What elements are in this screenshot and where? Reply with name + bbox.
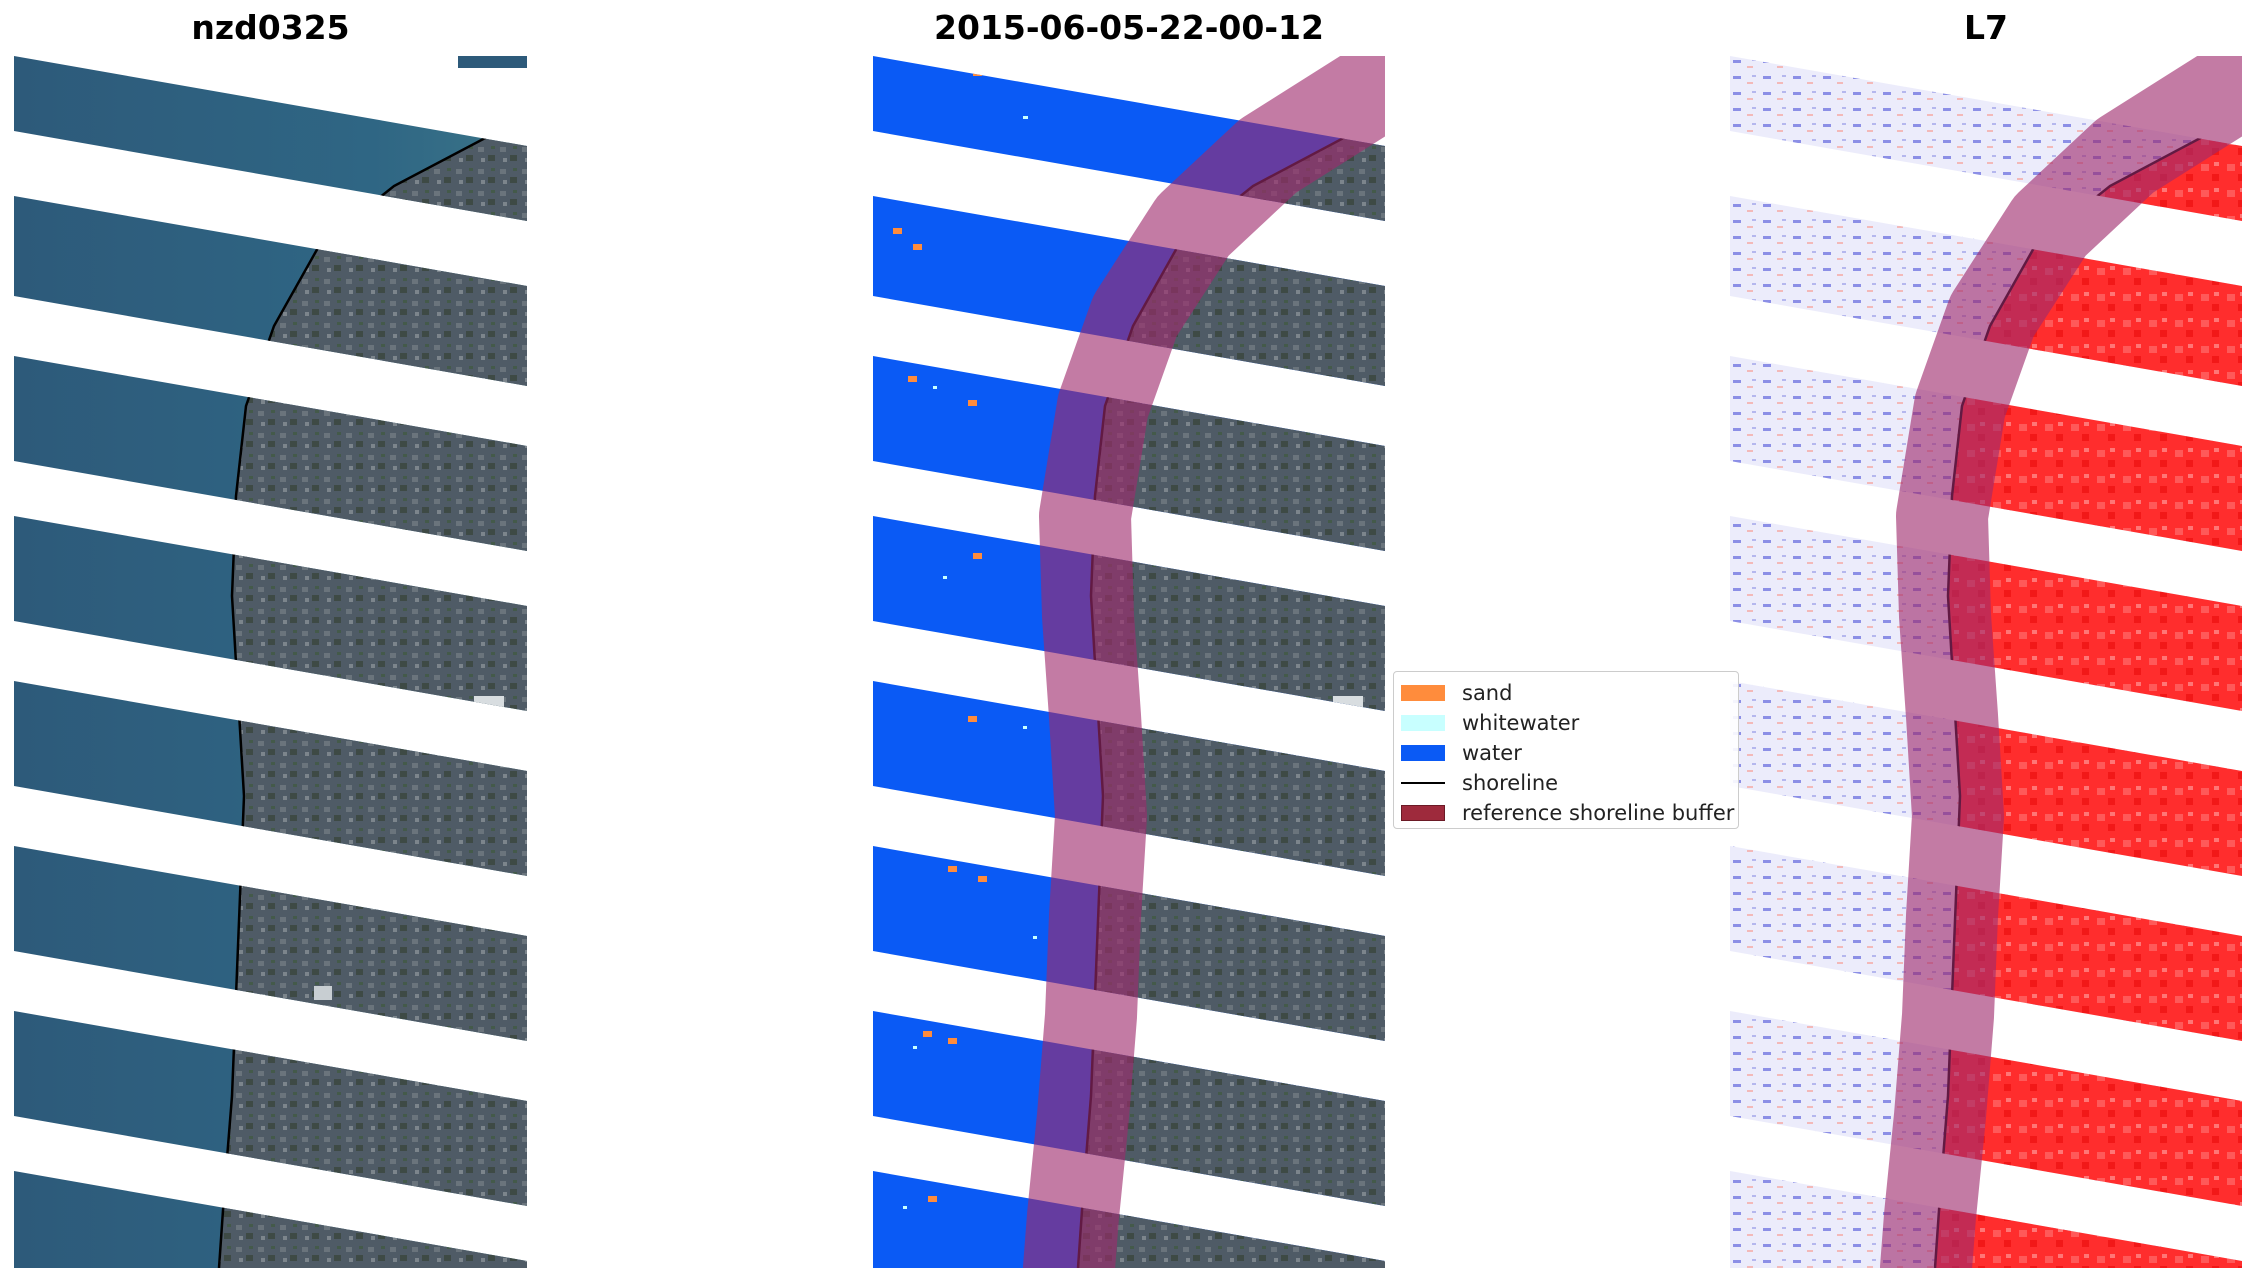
panel-title-classified: 2015-06-05-22-00-12 xyxy=(934,8,1324,47)
legend-label: sand xyxy=(1462,681,1513,705)
legend-label: shoreline xyxy=(1462,771,1559,795)
legend-swatch-sand xyxy=(1401,685,1445,701)
legend-swatch-water xyxy=(1401,745,1445,761)
legend-label: whitewater xyxy=(1462,711,1580,735)
legend-swatch-buffer xyxy=(1401,805,1445,821)
rgb-image xyxy=(14,56,527,1268)
reference-shoreline-buffer xyxy=(1023,56,1385,1268)
mndwi-image-panel xyxy=(1730,56,2242,1268)
classified-image xyxy=(873,56,1385,1268)
legend-label: water xyxy=(1462,741,1522,765)
rgb-image-panel xyxy=(14,56,527,1268)
legend: sand whitewater water shoreline referenc… xyxy=(1393,671,1739,829)
classified-image-panel xyxy=(873,56,1385,1268)
panel-title-mndwi: L7 xyxy=(1964,8,2008,47)
legend-item-whitewater: whitewater xyxy=(1401,709,1579,737)
legend-item-reference-shoreline-buffer: reference shoreline buffer xyxy=(1401,799,1734,827)
legend-item-water: water xyxy=(1401,739,1522,767)
legend-swatch-shoreline xyxy=(1401,782,1445,784)
reference-shoreline-buffer xyxy=(1880,56,2242,1268)
shoreline-line xyxy=(217,114,527,1268)
mndwi-image xyxy=(1730,56,2242,1268)
legend-item-shoreline: shoreline xyxy=(1401,769,1558,797)
panel-title-rgb: nzd0325 xyxy=(191,8,350,47)
legend-item-sand: sand xyxy=(1401,679,1512,707)
legend-label: reference shoreline buffer xyxy=(1462,801,1735,825)
legend-swatch-whitewater xyxy=(1401,715,1445,731)
